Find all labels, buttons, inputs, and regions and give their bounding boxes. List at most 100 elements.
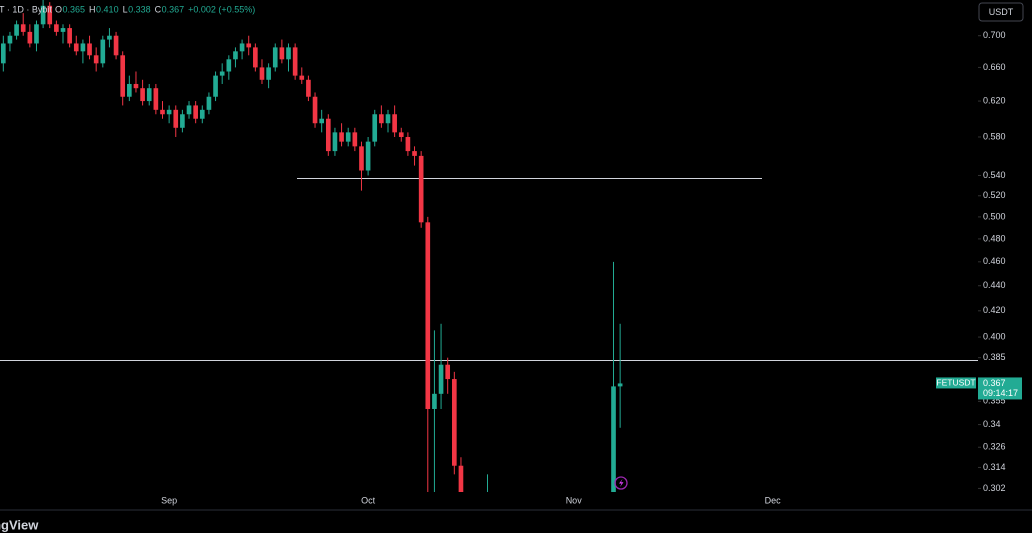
- candle-body: [73, 43, 79, 52]
- currency-button[interactable]: USDT: [978, 2, 1024, 22]
- candle-body: [133, 83, 139, 89]
- candle-body: [233, 51, 238, 60]
- y-tick-label: 0.314: [983, 462, 1006, 472]
- candle-body: [226, 59, 232, 72]
- candle-body: [0, 43, 6, 64]
- ohlc-letter: H: [89, 4, 96, 14]
- candle-body: [279, 47, 285, 60]
- candle-body: [80, 43, 86, 52]
- y-tick-label: 0.580: [983, 131, 1006, 141]
- candle-body: [286, 47, 291, 60]
- candle-body: [259, 67, 265, 80]
- candle-body: [253, 47, 258, 68]
- candle-body: [213, 75, 218, 97]
- candle-body: [312, 96, 318, 124]
- y-tick-label: 0.302: [983, 483, 1006, 493]
- ohlc-value: 0.338: [128, 4, 151, 14]
- candle-body: [611, 386, 616, 492]
- y-tick-label: 0.326: [983, 442, 1006, 452]
- candle-body: [113, 35, 119, 56]
- y-tick-label: 0.620: [983, 95, 1006, 105]
- ticker-box: [936, 377, 976, 389]
- candle-body: [438, 364, 444, 394]
- candle-body: [193, 105, 198, 119]
- y-tick-label: 0.520: [983, 190, 1006, 200]
- candle-body: [206, 96, 212, 110]
- candle-body: [432, 393, 437, 409]
- ohlc-value: 0.367: [162, 4, 185, 14]
- candle-body: [7, 35, 13, 44]
- candle-body: [40, 5, 46, 25]
- candle-body: [418, 155, 424, 223]
- ohlc-header: O 0.365 H 0.410 L 0.338 C 0.367 +0.002 (+0.55%): [55, 4, 255, 14]
- axes: 0.700 0.660 0.620 0.580 0.540 0.520 0.500 0.480…: [161, 30, 1022, 505]
- candle-body: [452, 379, 457, 466]
- change: +0.002 (+0.55%): [188, 4, 255, 14]
- x-tick-label: Dec: [765, 495, 782, 505]
- candle-body: [27, 31, 33, 44]
- y-tick-label: 0.660: [983, 62, 1006, 72]
- ohlc-letter: C: [155, 4, 162, 14]
- candle-body: [246, 43, 252, 48]
- candle-body: [292, 47, 298, 76]
- candle-body: [93, 55, 99, 64]
- candle-body: [372, 114, 378, 142]
- y-tick-label: 0.460: [983, 256, 1006, 266]
- ticker-label: FETUSDT: [936, 378, 975, 388]
- currency-label[interactable]: USDT: [989, 7, 1014, 17]
- x-tick-label: Nov: [566, 495, 583, 505]
- candle-body: [325, 118, 331, 152]
- ohlc-value: 0.410: [96, 4, 119, 14]
- candle-body: [458, 465, 464, 492]
- y-tick-label: 0.355: [983, 396, 1006, 406]
- ohlc-letter: O: [55, 4, 62, 14]
- candle-body: [14, 24, 19, 36]
- candle-body: [385, 114, 391, 124]
- candle-body: [140, 88, 145, 102]
- candle-body: [47, 5, 53, 25]
- candle-body: [365, 141, 371, 171]
- candle-body: [352, 132, 358, 147]
- candle-body: [67, 28, 72, 44]
- symbol-info: T · 1D · Bybit: [0, 4, 52, 14]
- candle-body: [272, 47, 278, 68]
- candle-body: [153, 88, 159, 110]
- x-tick-label: Sep: [161, 495, 177, 505]
- candle-body: [425, 222, 431, 409]
- candle-body: [339, 132, 344, 142]
- x-tick-label: Oct: [361, 495, 376, 505]
- candle-body: [54, 24, 59, 32]
- candle-body: [345, 132, 351, 142]
- event-icon-glyph: [619, 479, 624, 487]
- candle-body: [166, 109, 172, 115]
- candle-body: [359, 146, 364, 171]
- y-tick-label: 0.540: [983, 170, 1006, 180]
- candle-body: [120, 55, 126, 97]
- candle-body: [412, 151, 417, 156]
- candle-body: [266, 67, 271, 80]
- currency-button-frame[interactable]: [978, 2, 1024, 22]
- price-box: [978, 377, 1022, 400]
- ohlc-value: 0.365: [63, 4, 86, 14]
- y-tick-label: 0.500: [983, 211, 1006, 221]
- candle-body: [60, 28, 66, 32]
- candle-body: [332, 132, 338, 152]
- y-tick-label: 0.400: [983, 331, 1006, 341]
- candle-body: [146, 88, 152, 102]
- event-icon[interactable]: [614, 476, 628, 490]
- candle-body: [239, 43, 245, 52]
- candle-body: [199, 109, 205, 119]
- candle-body: [445, 364, 451, 380]
- candle-body: [127, 83, 132, 97]
- last-price: 0.367: [983, 378, 1006, 388]
- ohlc-letter: L: [123, 4, 128, 14]
- candle-body: [306, 79, 311, 97]
- candle-body: [107, 35, 112, 40]
- candle-body: [100, 39, 106, 64]
- candle-body: [34, 24, 39, 44]
- candle-body: [87, 43, 92, 56]
- brand: TradingView: [0, 517, 39, 532]
